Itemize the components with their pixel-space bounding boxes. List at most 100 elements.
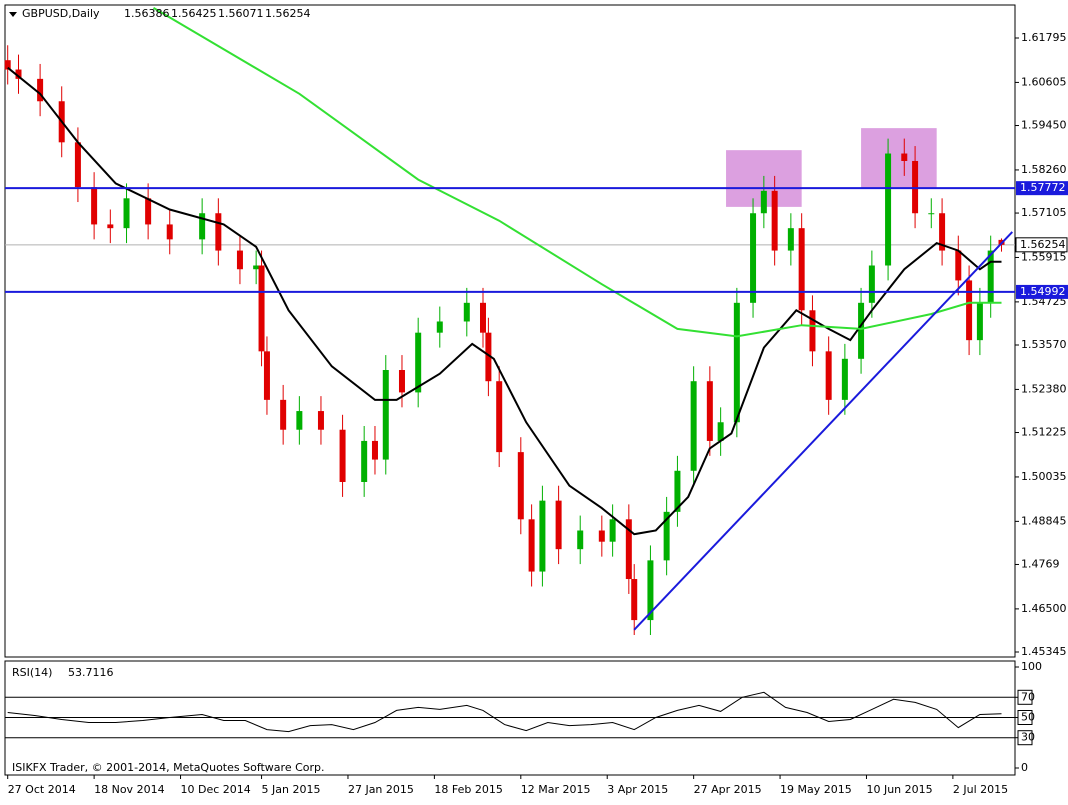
x-tick-label: 10 Jun 2015 [866, 783, 932, 796]
candle-body [809, 310, 816, 352]
candle-body [463, 302, 470, 322]
y-tick-label: 1.4769 [1021, 557, 1060, 570]
candle-body [955, 250, 962, 281]
x-tick-label: 27 Oct 2014 [8, 783, 76, 796]
candle-body [339, 429, 346, 482]
candle-body [663, 511, 670, 561]
footer: ISIKFX Trader, © 2001-2014, MetaQuotes S… [12, 761, 325, 774]
level-label-box [1017, 730, 1033, 746]
candle-body [706, 381, 713, 441]
candle-body [528, 519, 535, 572]
price-label: 1.56254 [1020, 238, 1066, 251]
candle-body [517, 452, 524, 520]
candle-body [674, 470, 681, 512]
y-tick-label: 1.61795 [1021, 31, 1067, 44]
x-tick-label: 5 Jan 2015 [262, 783, 321, 796]
candle-body [750, 213, 757, 303]
candle-body [107, 224, 114, 229]
candle-body [598, 530, 605, 542]
indicator-line [152, 7, 1002, 338]
candle-body [4, 60, 11, 70]
rsi-line [7, 691, 1002, 733]
candle-body [199, 213, 206, 240]
candle-body [609, 519, 616, 542]
candle-body [555, 500, 562, 550]
candle-body [987, 250, 994, 303]
candle-body [37, 78, 44, 102]
level-label-box [1016, 284, 1068, 299]
level-label: 1.54992 [1020, 285, 1066, 298]
y-tick-label: 1.51225 [1021, 426, 1067, 439]
candle-body [15, 69, 22, 79]
candle-body [145, 198, 152, 225]
x-tick-label: 3 Apr 2015 [607, 783, 668, 796]
header-open: 1.56386 [124, 7, 170, 20]
x-tick-label: 18 Feb 2015 [434, 783, 502, 796]
candle-body [631, 579, 638, 621]
y-tick-label: 1.55915 [1021, 250, 1067, 263]
candle-body [415, 332, 422, 393]
candle-body [215, 213, 222, 251]
candle-body [361, 440, 368, 482]
header-close: 1.56254 [265, 7, 311, 20]
candle-body [296, 411, 303, 430]
candle-body [771, 190, 778, 251]
x-tick-label: 27 Jan 2015 [348, 783, 414, 796]
candle-body [263, 351, 270, 400]
y-tick-label: 1.45345 [1021, 645, 1067, 658]
candle-body [253, 265, 260, 270]
candle-body [928, 213, 935, 215]
candle-body [398, 370, 405, 393]
y-tick-label: 0 [1021, 761, 1028, 774]
rsi-value: 53.7116 [68, 666, 114, 679]
x-tick-label: 12 Mar 2015 [521, 783, 591, 796]
candle-body [760, 190, 767, 214]
level-label-box [1017, 710, 1033, 725]
candle-body [885, 153, 892, 266]
candle-body [485, 332, 492, 382]
candle-body [496, 381, 503, 453]
candle-body [901, 153, 908, 161]
candle-body [868, 265, 875, 303]
price-panel [4, 4, 1016, 658]
y-tick-label: 1.46500 [1021, 602, 1067, 615]
candle-body [577, 530, 584, 550]
zone [861, 128, 937, 189]
indicator-line [7, 66, 1002, 536]
y-tick-label: 50 [1021, 711, 1035, 724]
y-tick-label: 1.48845 [1021, 514, 1067, 527]
y-tick-label: 30 [1021, 731, 1035, 744]
candle-body [91, 187, 98, 225]
header-low: 1.56071 [218, 7, 264, 20]
level-label: 1.57772 [1020, 181, 1066, 194]
rsi-title: RSI(14) [12, 666, 52, 679]
x-tick-label: 18 Nov 2014 [94, 783, 164, 796]
x-tick-label: 2 Jul 2015 [953, 783, 1008, 796]
candle-body [371, 440, 378, 460]
indicator-line [633, 231, 1014, 631]
candle-body [647, 560, 654, 621]
y-tick-label: 100 [1021, 660, 1042, 673]
candle-body [317, 411, 324, 430]
candle-body [733, 302, 740, 423]
candle-body [479, 302, 486, 333]
candle-body [280, 399, 287, 430]
price-label-box [1015, 237, 1068, 253]
candle-body [123, 198, 130, 229]
candle-body [912, 160, 919, 214]
candle-body [825, 351, 832, 400]
candle-body [939, 213, 946, 251]
y-tick-label: 1.59450 [1021, 119, 1067, 132]
y-tick-label: 1.60605 [1021, 75, 1067, 88]
x-tick-label: 10 Dec 2014 [181, 783, 251, 796]
candle-body [166, 224, 173, 240]
candle-body [717, 422, 724, 441]
x-tick-label: 27 Apr 2015 [694, 783, 762, 796]
candle-body [539, 500, 546, 572]
candle-body [841, 358, 848, 400]
y-tick-label: 1.52380 [1021, 382, 1067, 395]
candle-body [976, 302, 983, 341]
menu-arrow [9, 12, 17, 17]
candle-body [74, 142, 81, 188]
